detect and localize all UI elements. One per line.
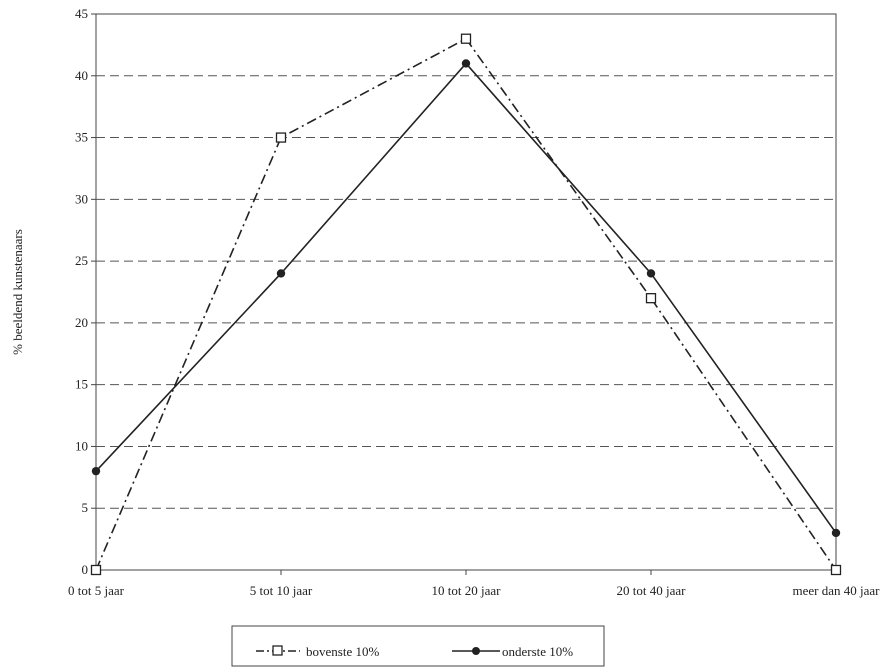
gridlines bbox=[96, 75, 836, 509]
legend-label-bovenste: bovenste 10% bbox=[306, 644, 379, 659]
y-tick-label: 45 bbox=[75, 6, 88, 21]
x-tick-label: 20 tot 40 jaar bbox=[617, 583, 687, 598]
legend: bovenste 10% onderste 10% bbox=[231, 625, 605, 667]
y-tick-label: 10 bbox=[75, 438, 88, 453]
x-axis-ticks: 0 tot 5 jaar 5 tot 10 jaar 10 tot 20 jaar 2… bbox=[68, 570, 880, 598]
data-point-onderste bbox=[91, 466, 101, 476]
data-point-bovenste bbox=[645, 293, 657, 304]
x-tick-label: 10 tot 20 jaar bbox=[432, 583, 502, 598]
y-tick-label: 40 bbox=[75, 68, 88, 83]
legend-item-bovenste: bovenste 10% bbox=[256, 644, 379, 659]
plot-area bbox=[95, 13, 837, 571]
data-point-bovenste bbox=[90, 564, 102, 576]
x-tick-label: 5 tot 10 jaar bbox=[250, 583, 313, 598]
y-tick-label: 25 bbox=[75, 253, 88, 268]
legend-square-marker bbox=[272, 645, 283, 656]
data-point-bovenste bbox=[830, 564, 842, 576]
data-point-onderste bbox=[646, 269, 656, 278]
legend-circle-marker bbox=[472, 647, 480, 655]
y-tick-label: 0 bbox=[82, 562, 89, 577]
legend-label-onderste: onderste 10% bbox=[502, 644, 573, 659]
data-point-onderste bbox=[461, 59, 471, 68]
y-tick-label: 30 bbox=[75, 191, 88, 206]
legend-box bbox=[231, 625, 605, 667]
x-tick-label: meer dan 40 jaar bbox=[793, 583, 881, 598]
x-tick-label: 0 tot 5 jaar bbox=[68, 583, 125, 598]
data-point-bovenste bbox=[460, 33, 472, 44]
y-tick-label: 20 bbox=[75, 315, 88, 330]
y-tick-label: 35 bbox=[75, 130, 88, 145]
y-tick-label: 15 bbox=[75, 377, 88, 392]
series-layer bbox=[90, 33, 842, 576]
y-tick-label: 5 bbox=[82, 500, 89, 515]
data-point-bovenste bbox=[275, 132, 287, 143]
y-axis-ticks: 0 5 10 15 20 25 30 35 40 45 bbox=[75, 6, 96, 577]
y-axis-title: % beeldend kunstenaars bbox=[10, 229, 25, 355]
data-point-onderste bbox=[276, 269, 286, 278]
data-point-onderste bbox=[831, 528, 841, 538]
legend-item-onderste: onderste 10% bbox=[452, 644, 573, 659]
